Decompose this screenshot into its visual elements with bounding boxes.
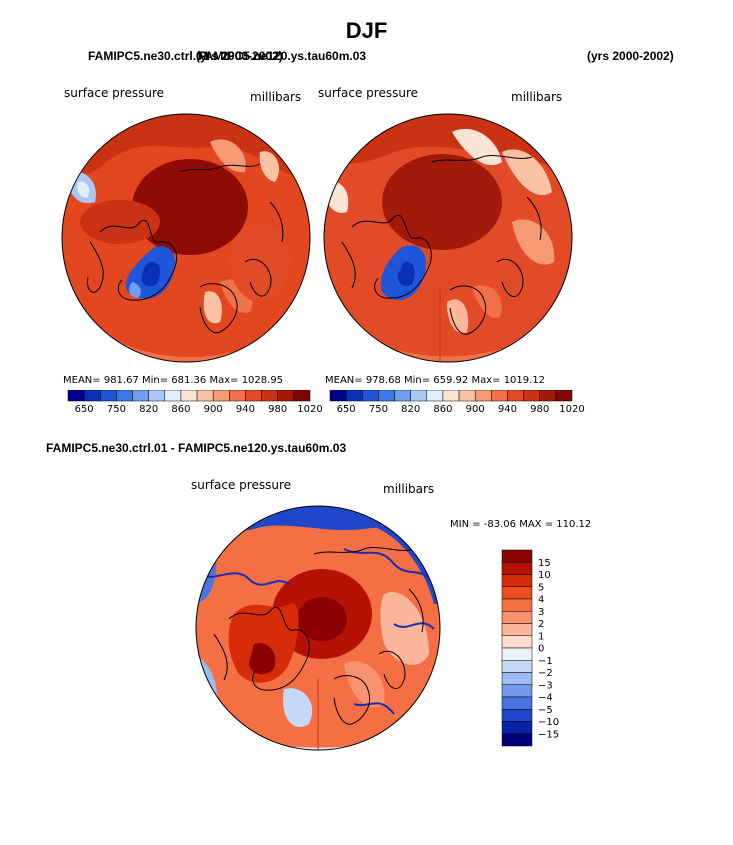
- diff-colorbar-swatch: [501, 696, 533, 710]
- panel1-colorbar-swatch: [277, 390, 295, 402]
- diff-colorbar-label: −5: [538, 705, 553, 716]
- panel2-colorbar-label: 980: [530, 404, 549, 415]
- panel2-colorbar-swatch: [523, 390, 540, 402]
- panel1-colorbar-swatch: [67, 390, 85, 402]
- panel2-colorbar-swatch: [491, 390, 508, 402]
- panel1-colorbar-swatch: [229, 390, 246, 402]
- panel2-polar-map: [323, 113, 573, 363]
- panel1-colorbar-label: 1020: [297, 404, 322, 415]
- diff-colorbar-label: 2: [538, 619, 544, 630]
- diff-polar-map: [195, 505, 441, 751]
- panel1-colorbar-label: 750: [107, 404, 126, 415]
- diff-colorbar-swatch: [501, 586, 533, 600]
- diff-colorbar-label: 1: [538, 631, 544, 642]
- panel1-colorbar-label: 980: [268, 404, 287, 415]
- panel2-colorbar-swatch: [329, 390, 347, 402]
- diff-colorbar-swatch: [501, 635, 533, 649]
- diff-colorbar-label: −1: [538, 656, 553, 667]
- left-case-years: (yrs 2000-2002): [196, 49, 283, 63]
- panel2-colorbar-label: 650: [337, 404, 356, 415]
- diff-colorbar-swatch: [501, 660, 533, 673]
- panel2-colorbar-swatch: [394, 390, 411, 402]
- panel2-colorbar-swatch: [410, 390, 428, 402]
- diff-colorbar-label: −3: [538, 680, 553, 691]
- diff-panel-units: millibars: [383, 482, 435, 496]
- panel1-colorbar-label: 820: [139, 404, 158, 415]
- panel1-colorbar: 650 750 820 860 900 940 980 1020: [67, 390, 323, 415]
- page-title: DJF: [345, 18, 388, 43]
- diff-colorbar-swatch: [501, 611, 533, 624]
- diff-colorbar-swatch: [501, 684, 533, 698]
- diff-colorbar-label: −15: [538, 729, 559, 740]
- right-case-years: (yrs 2000-2002): [587, 49, 674, 63]
- diff-panel-title: surface pressure: [191, 478, 291, 492]
- diff-colorbar-swatch: [501, 623, 533, 636]
- panel1-colorbar-label: 940: [236, 404, 255, 415]
- diff-colorbar-label: 15: [538, 558, 551, 569]
- diff-colorbar-swatch: [501, 574, 533, 587]
- left-case-name: FAMIPC5.ne30.ctrl.01: [88, 49, 210, 63]
- panel1-colorbar-swatch: [261, 390, 278, 402]
- panel1-title: surface pressure: [64, 86, 164, 100]
- panel1-colorbar-swatch: [180, 390, 198, 402]
- panel1-colorbar-label: 860: [171, 404, 190, 415]
- panel2-colorbar-swatch: [555, 390, 573, 402]
- panel2-colorbar-label: 750: [369, 404, 388, 415]
- panel2-colorbar-label: 820: [401, 404, 420, 415]
- panel2-colorbar-swatch: [442, 390, 460, 402]
- panel1-colorbar-swatch: [293, 390, 311, 402]
- panel1-colorbar-swatch: [132, 390, 149, 402]
- diff-colorbar-label: 3: [538, 607, 544, 618]
- panel2-colorbar-label: 860: [433, 404, 452, 415]
- panel1-colorbar-swatch: [100, 390, 117, 402]
- panel2-stats: MEAN= 978.68 Min= 659.92 Max= 1019.12: [325, 375, 546, 386]
- diff-colorbar-swatch: [501, 647, 533, 661]
- right-case-name: FAMIPC5.ne120.ys.tau60m.03: [198, 49, 367, 63]
- panel1-colorbar-swatch: [148, 390, 166, 402]
- diff-colorbar-swatch: [501, 721, 533, 734]
- diff-colorbar-swatch: [501, 549, 533, 563]
- diff-colorbar-label: 5: [538, 582, 544, 593]
- panel2-colorbar-label: 940: [498, 404, 517, 415]
- panel2-colorbar-swatch: [539, 390, 557, 402]
- diff-colorbar-label: −4: [538, 693, 553, 704]
- panel1-colorbar-swatch: [245, 390, 262, 402]
- diff-colorbar-swatch: [501, 562, 533, 575]
- panel1-colorbar-swatch: [116, 390, 133, 402]
- diff-colorbar-label: 0: [538, 644, 544, 655]
- panel2-colorbar-label: 1020: [559, 404, 584, 415]
- panel1-colorbar-swatch: [212, 390, 230, 402]
- panel1-colorbar-label: 650: [75, 404, 94, 415]
- panel2-colorbar-swatch: [345, 390, 363, 402]
- panel1-colorbar-swatch: [164, 390, 182, 402]
- diff-colorbar-swatch: [501, 672, 533, 685]
- diff-title: FAMIPC5.ne30.ctrl.01 - FAMIPC5.ne120.ys.…: [46, 441, 347, 455]
- panel2-colorbar-label: 900: [466, 404, 485, 415]
- diff-colorbar-label: −2: [538, 668, 553, 679]
- diff-colorbar-swatch: [501, 733, 533, 747]
- panel1-stats: MEAN= 981.67 Min= 681.36 Max= 1028.95: [63, 375, 284, 386]
- panel2-colorbar-swatch: [458, 390, 476, 402]
- diff-colorbar-label: −10: [538, 717, 559, 728]
- diff-colorbar-swatch: [501, 598, 533, 612]
- panel2-colorbar: 650 750 820 860 900 940 980 1020: [329, 390, 585, 415]
- panel2-colorbar-swatch: [362, 390, 379, 402]
- panel2-colorbar-swatch: [507, 390, 524, 402]
- diff-minmax: MIN = -83.06 MAX = 110.12: [450, 519, 592, 530]
- panel2-colorbar-swatch: [474, 390, 492, 402]
- panel1-colorbar-swatch: [196, 390, 214, 402]
- panel1-polar-map: [61, 113, 311, 363]
- panel2-colorbar-swatch: [426, 390, 444, 402]
- panel2-colorbar-swatch: [378, 390, 395, 402]
- diff-colorbar-label: 4: [538, 595, 544, 606]
- panel2-units: millibars: [511, 90, 563, 104]
- diff-colorbar-swatch: [501, 709, 533, 722]
- diff-colorbar-label: 10: [538, 570, 551, 581]
- panel1-colorbar-swatch: [83, 390, 101, 402]
- panel1-colorbar-label: 900: [204, 404, 223, 415]
- panel2-title: surface pressure: [318, 86, 418, 100]
- panel1-units: millibars: [250, 90, 302, 104]
